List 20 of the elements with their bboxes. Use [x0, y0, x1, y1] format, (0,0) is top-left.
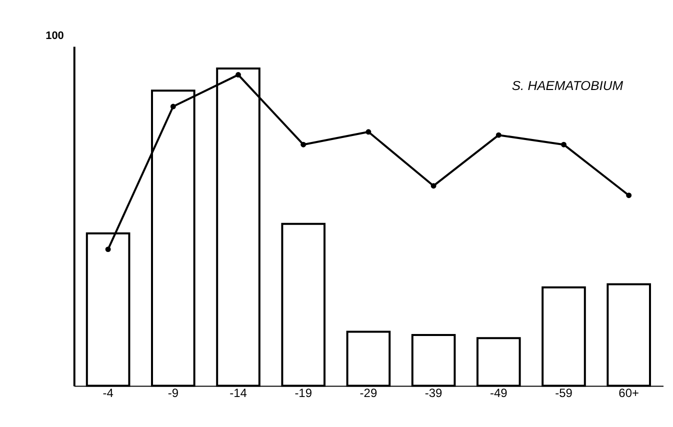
- point: [561, 142, 566, 148]
- x-tick-label: -14: [230, 386, 248, 400]
- point: [300, 142, 306, 148]
- x-tick-label: -19: [294, 386, 312, 400]
- x-tick-label: -9: [168, 386, 179, 400]
- x-tick-label: -39: [424, 386, 443, 400]
- x-tick-label: -29: [360, 386, 378, 400]
- point: [430, 183, 436, 189]
- x-tick-label: -59: [555, 386, 573, 400]
- point: [236, 72, 241, 78]
- point: [496, 132, 502, 138]
- point: [626, 192, 632, 198]
- x-tick-label: -49: [490, 386, 508, 400]
- x-tick-label: 60+: [618, 386, 639, 400]
- point: [366, 129, 372, 135]
- point: [105, 246, 111, 252]
- text: 100: [46, 30, 64, 42]
- x-tick-label: -4: [102, 386, 114, 400]
- annotation: S. HAEMATOBIUM: [512, 78, 624, 94]
- point: [170, 104, 176, 110]
